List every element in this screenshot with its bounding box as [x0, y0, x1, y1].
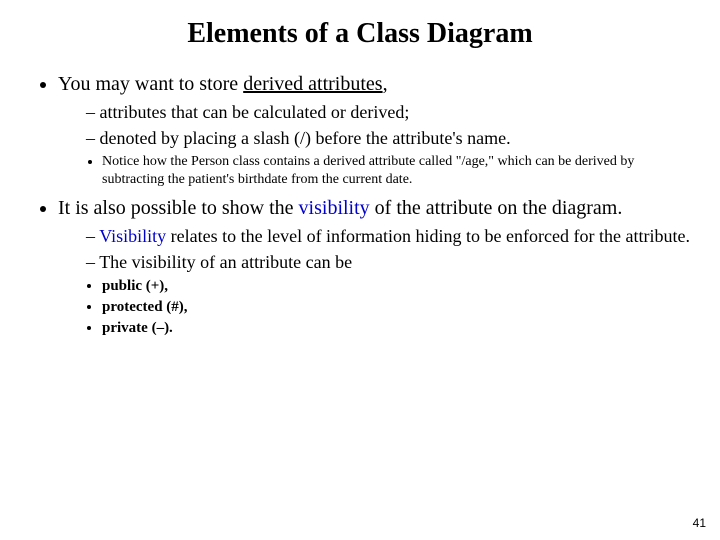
bullet-2-post: of the attribute on the diagram. — [370, 197, 623, 219]
visibility-private: private (–). — [102, 319, 696, 338]
bullet-1-sub-2: denoted by placing a slash (/) before th… — [86, 127, 696, 150]
bullet-2-sub-1: Visibility relates to the level of infor… — [86, 225, 696, 248]
bullet-1-note: Notice how the Person class contains a d… — [102, 153, 696, 188]
bullet-list: You may want to store derived attributes… — [24, 72, 696, 337]
bullet-2-sub-2: The visibility of an attribute can be — [86, 251, 696, 274]
bullet-1: You may want to store derived attributes… — [58, 72, 696, 188]
visibility-link-2[interactable]: Visibility — [99, 226, 166, 246]
page-number: 41 — [693, 516, 706, 530]
bullet-1-sub-1: attributes that can be calculated or der… — [86, 101, 696, 124]
visibility-public: public (+), — [102, 277, 696, 296]
visibility-link[interactable]: visibility — [299, 197, 370, 219]
visibility-protected: protected (#), — [102, 298, 696, 317]
bullet-1-underlined: derived attributes — [243, 73, 382, 95]
bullet-2: It is also possible to show the visibili… — [58, 196, 696, 337]
bullet-2-pre: It is also possible to show the — [58, 197, 299, 219]
bullet-1-pre: You may want to store — [58, 73, 243, 95]
slide-title: Elements of a Class Diagram — [24, 18, 696, 50]
bullet-1-post: , — [383, 73, 388, 95]
